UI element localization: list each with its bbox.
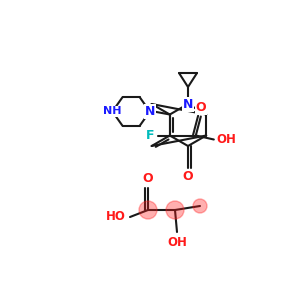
Text: O: O xyxy=(143,172,153,185)
Text: OH: OH xyxy=(216,133,236,146)
Text: NH: NH xyxy=(103,106,122,116)
Circle shape xyxy=(139,201,157,219)
Text: O: O xyxy=(196,101,206,114)
Text: O: O xyxy=(183,170,193,184)
Text: N: N xyxy=(183,98,193,110)
Text: F: F xyxy=(146,129,154,142)
Circle shape xyxy=(166,201,184,219)
Text: OH: OH xyxy=(167,236,187,248)
Text: N: N xyxy=(145,105,155,118)
Text: HO: HO xyxy=(106,211,126,224)
Circle shape xyxy=(193,199,207,213)
